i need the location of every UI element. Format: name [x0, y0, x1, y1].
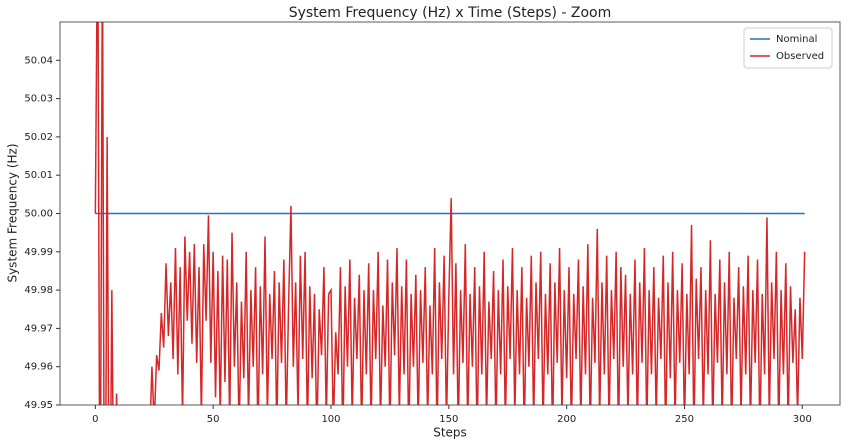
y-tick-label: 49.95: [24, 400, 53, 411]
x-tick-label: 200: [557, 414, 576, 425]
chart-title: System Frequency (Hz) x Time (Steps) - Z…: [289, 5, 612, 21]
series-line: [94, 22, 806, 405]
legend-label: Observed: [776, 51, 824, 62]
y-tick-label: 49.96: [24, 362, 53, 373]
y-axis-label: System Frequency (Hz): [6, 143, 20, 282]
legend-label: Nominal: [776, 34, 817, 45]
x-tick-label: 0: [92, 414, 98, 425]
y-tick-label: 50.01: [24, 170, 53, 181]
x-tick-label: 150: [439, 414, 458, 425]
y-tick-label: 49.98: [24, 285, 53, 296]
y-tick-label: 49.99: [24, 247, 53, 258]
x-tick-label: 250: [675, 414, 694, 425]
y-tick-label: 50.04: [24, 55, 53, 66]
y-tick-label: 50.02: [24, 132, 53, 143]
x-tick-label: 300: [793, 414, 812, 425]
legend-box: [743, 27, 833, 69]
x-tick-label: 100: [321, 414, 340, 425]
y-tick-label: 50.03: [24, 94, 53, 105]
y-tick-label: 50.00: [24, 209, 53, 220]
plot-area: [94, 22, 806, 405]
y-tick-label: 49.97: [24, 323, 53, 334]
x-tick-label: 50: [207, 414, 220, 425]
x-axis-label: Steps: [433, 426, 467, 440]
